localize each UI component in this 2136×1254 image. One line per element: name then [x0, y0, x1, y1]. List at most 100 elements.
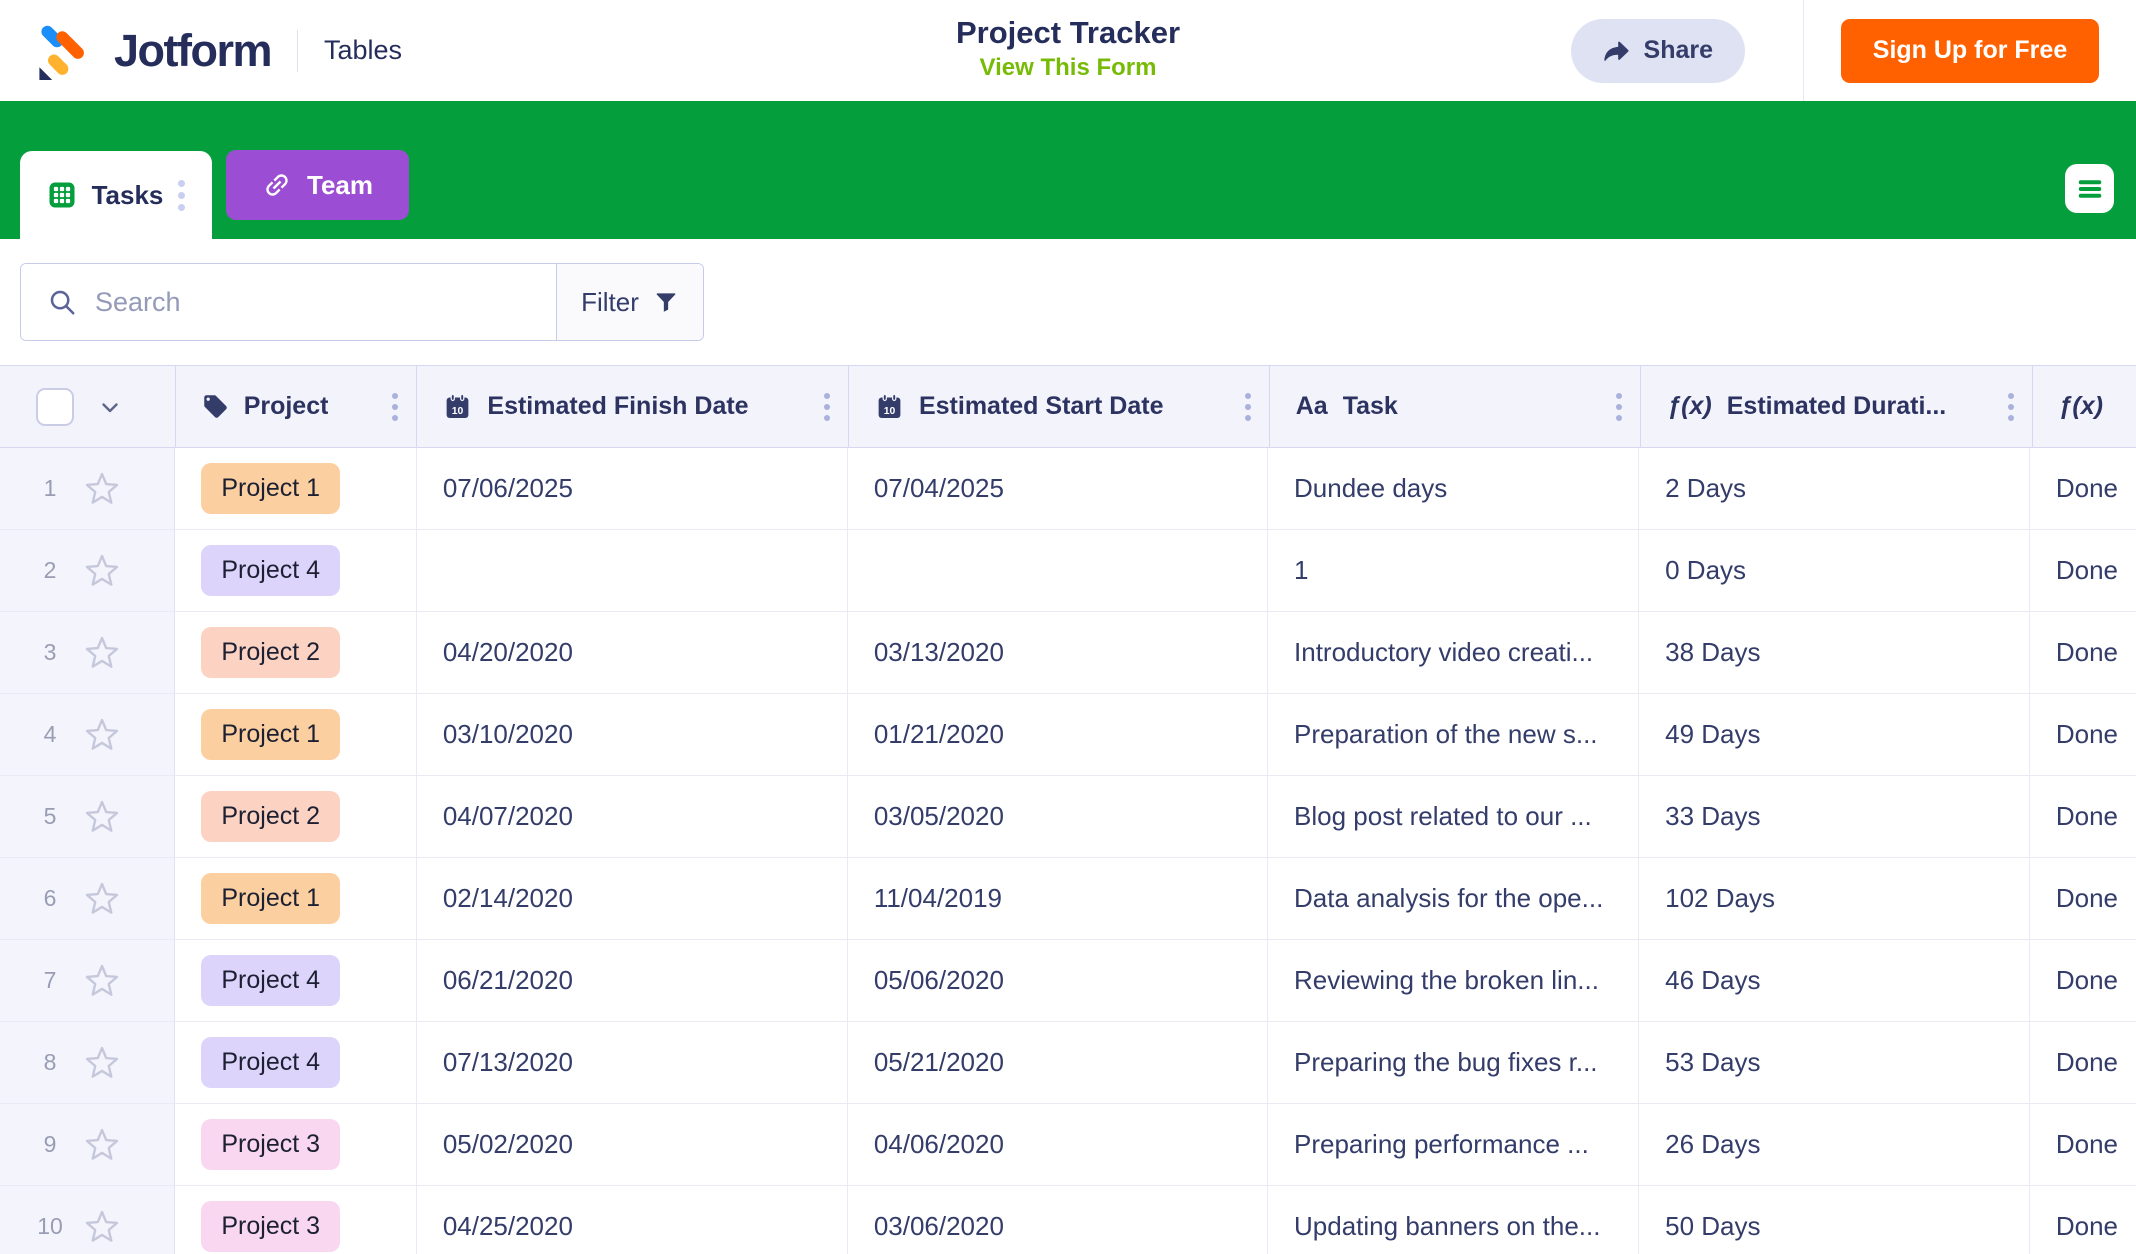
logo-text[interactable]: Jotform: [114, 24, 273, 76]
cell-task[interactable]: Preparation of the new s...: [1268, 694, 1640, 775]
cell-start-date[interactable]: 03/06/2020: [848, 1186, 1269, 1254]
hamburger-icon: [2075, 174, 2105, 204]
cell-duration[interactable]: 49 Days: [1639, 694, 2030, 775]
search-input[interactable]: [95, 286, 530, 318]
table-menu-button[interactable]: [2065, 164, 2114, 213]
tab-bar: Tasks Team: [0, 101, 2136, 239]
column-header-duration[interactable]: ƒ(x) Estimated Durati...: [1641, 366, 2033, 447]
chevron-down-icon[interactable]: [98, 395, 122, 419]
share-button[interactable]: Share: [1570, 18, 1745, 83]
project-badge[interactable]: Project 4: [201, 1037, 341, 1088]
column-label: Estimated Durati...: [1726, 392, 1947, 420]
cell-start-date[interactable]: 05/21/2020: [848, 1022, 1269, 1103]
cell-status[interactable]: Done: [2055, 637, 2118, 667]
cell-duration[interactable]: 38 Days: [1639, 612, 2030, 693]
cell-status[interactable]: Done: [2055, 1211, 2118, 1241]
cell-task[interactable]: Introductory video creati...: [1268, 612, 1640, 693]
project-badge[interactable]: Project 1: [201, 463, 341, 514]
column-header-start-date[interactable]: 10 Estimated Start Date: [849, 366, 1270, 447]
project-badge[interactable]: Project 4: [201, 955, 341, 1006]
cell-start-date[interactable]: 03/13/2020: [848, 612, 1269, 693]
star-icon[interactable]: [84, 1045, 120, 1081]
column-header-task[interactable]: Aa Task: [1270, 366, 1642, 447]
cell-duration[interactable]: 102 Days: [1639, 858, 2030, 939]
column-label: Estimated Start Date: [918, 392, 1164, 420]
sign-up-button[interactable]: Sign Up for Free: [1840, 18, 2100, 83]
cell-status[interactable]: Done: [2055, 719, 2118, 749]
cell-status[interactable]: Done: [2055, 965, 2118, 995]
column-header-project[interactable]: Project: [176, 366, 418, 447]
project-badge[interactable]: Project 3: [201, 1201, 341, 1252]
cell-task[interactable]: Preparing performance ...: [1268, 1104, 1640, 1185]
cell-finish-date[interactable]: 04/25/2020: [417, 1186, 848, 1254]
cell-finish-date[interactable]: 02/14/2020: [417, 858, 848, 939]
cell-start-date[interactable]: [848, 530, 1269, 611]
cell-start-date[interactable]: 07/04/2025: [848, 448, 1269, 529]
jotform-logo-icon[interactable]: [36, 22, 94, 80]
calendar-icon: 10: [875, 392, 904, 421]
column-header-finish-date[interactable]: 10 Estimated Finish Date: [417, 366, 849, 447]
cell-duration[interactable]: 26 Days: [1639, 1104, 2030, 1185]
cell-finish-date[interactable]: 04/20/2020: [417, 612, 848, 693]
cell-finish-date[interactable]: 03/10/2020: [417, 694, 848, 775]
cell-task[interactable]: Preparing the bug fixes r...: [1268, 1022, 1640, 1103]
tab-tasks[interactable]: Tasks: [20, 151, 212, 239]
cell-duration[interactable]: 53 Days: [1639, 1022, 2030, 1103]
select-all-checkbox[interactable]: [36, 387, 74, 426]
project-badge[interactable]: Project 4: [201, 545, 341, 596]
cell-start-date[interactable]: 03/05/2020: [848, 776, 1269, 857]
cell-finish-date[interactable]: 07/13/2020: [417, 1022, 848, 1103]
star-icon[interactable]: [84, 635, 120, 671]
cell-duration[interactable]: 46 Days: [1639, 940, 2030, 1021]
cell-finish-date[interactable]: [417, 530, 848, 611]
cell-status[interactable]: Done: [2055, 1129, 2118, 1159]
cell-task[interactable]: Updating banners on the...: [1268, 1186, 1640, 1254]
column-header-status[interactable]: ƒ(x): [2033, 366, 2136, 447]
project-badge[interactable]: Project 2: [201, 791, 341, 842]
column-menu-icon[interactable]: [1244, 403, 1251, 410]
cell-status[interactable]: Done: [2055, 555, 2118, 585]
star-icon[interactable]: [84, 553, 120, 589]
cell-status[interactable]: Done: [2055, 473, 2118, 503]
cell-status[interactable]: Done: [2055, 883, 2118, 913]
project-badge[interactable]: Project 1: [201, 709, 341, 760]
cell-finish-date[interactable]: 05/02/2020: [417, 1104, 848, 1185]
cell-finish-date[interactable]: 07/06/2025: [417, 448, 848, 529]
tab-tasks-menu-icon[interactable]: [178, 191, 186, 199]
star-icon[interactable]: [84, 717, 120, 753]
column-menu-icon[interactable]: [392, 403, 399, 410]
cell-finish-date[interactable]: 04/07/2020: [417, 776, 848, 857]
project-badge[interactable]: Project 3: [201, 1119, 341, 1170]
cell-start-date[interactable]: 04/06/2020: [848, 1104, 1269, 1185]
cell-task[interactable]: Reviewing the broken lin...: [1268, 940, 1640, 1021]
star-icon[interactable]: [84, 471, 120, 507]
cell-status[interactable]: Done: [2055, 801, 2118, 831]
project-badge[interactable]: Project 1: [201, 873, 341, 924]
cell-duration[interactable]: 33 Days: [1639, 776, 2030, 857]
cell-task[interactable]: Blog post related to our ...: [1268, 776, 1640, 857]
cell-start-date[interactable]: 01/21/2020: [848, 694, 1269, 775]
cell-status[interactable]: Done: [2055, 1047, 2118, 1077]
tab-team[interactable]: Team: [226, 150, 409, 220]
star-icon[interactable]: [84, 881, 120, 917]
star-icon[interactable]: [84, 963, 120, 999]
cell-finish-date[interactable]: 06/21/2020: [417, 940, 848, 1021]
star-icon[interactable]: [84, 799, 120, 835]
column-menu-icon[interactable]: [823, 403, 830, 410]
star-icon[interactable]: [84, 1127, 120, 1163]
cell-task[interactable]: 1: [1268, 530, 1640, 611]
filter-button[interactable]: Filter: [556, 264, 703, 340]
cell-start-date[interactable]: 11/04/2019: [848, 858, 1269, 939]
cell-duration[interactable]: 50 Days: [1639, 1186, 2030, 1254]
view-form-link[interactable]: View This Form: [979, 53, 1157, 81]
cell-start-date[interactable]: 05/06/2020: [848, 940, 1269, 1021]
column-menu-icon[interactable]: [2007, 403, 2014, 410]
star-icon[interactable]: [84, 1209, 120, 1245]
brand-divider: [297, 29, 298, 72]
cell-task[interactable]: Dundee days: [1268, 448, 1640, 529]
column-menu-icon[interactable]: [1616, 403, 1623, 410]
project-badge[interactable]: Project 2: [201, 627, 341, 678]
cell-duration[interactable]: 2 Days: [1639, 448, 2030, 529]
cell-task[interactable]: Data analysis for the ope...: [1268, 858, 1640, 939]
cell-duration[interactable]: 0 Days: [1639, 530, 2030, 611]
